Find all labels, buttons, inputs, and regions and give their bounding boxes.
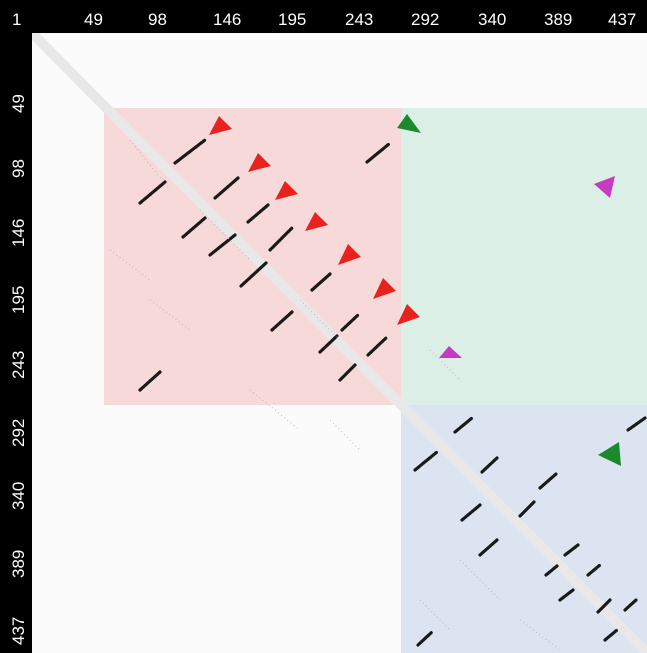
contact-streak — [181, 216, 207, 239]
red-markers — [209, 116, 420, 325]
contact-streak — [544, 564, 559, 577]
x-tick-label: 292 — [411, 10, 439, 29]
faint-contact — [149, 299, 191, 331]
x-tick-label: 389 — [544, 10, 572, 29]
green-arrowhead-marker — [598, 442, 621, 466]
contact-streak — [478, 538, 499, 557]
contact-streak — [138, 180, 167, 205]
contact-streaks — [109, 138, 647, 651]
x-axis-ticks: 1 49 98 146 195 243 292 340 389 437 — [12, 10, 636, 29]
y-tick-label: 389 — [9, 550, 28, 578]
x-tick-label: 146 — [213, 10, 241, 29]
y-tick-label: 437 — [9, 617, 28, 645]
red-arrowhead-marker — [338, 244, 361, 265]
contact-streak — [558, 588, 575, 602]
contact-streak — [460, 503, 482, 522]
red-arrowhead-marker — [397, 304, 420, 325]
x-tick-label: 437 — [608, 10, 636, 29]
left-axis-bar — [0, 0, 32, 653]
x-tick-label: 49 — [84, 10, 103, 29]
contact-streak — [270, 310, 294, 332]
y-axis-ticks: 49 98 146 195 243 292 340 389 437 — [9, 94, 28, 645]
faint-contact — [249, 389, 301, 431]
x-tick-label: 1 — [12, 10, 21, 29]
contact-streak — [239, 261, 268, 288]
x-tick-label: 195 — [278, 10, 306, 29]
green-arrowhead-marker — [397, 114, 421, 133]
y-tick-label: 98 — [9, 159, 28, 178]
y-tick-label: 49 — [9, 94, 28, 113]
magenta-markers — [439, 176, 615, 358]
x-tick-label: 98 — [148, 10, 167, 29]
top-axis-bar — [0, 0, 647, 33]
magenta-arrowhead-marker — [439, 346, 462, 358]
red-arrowhead-marker — [373, 278, 396, 299]
contact-streak — [268, 226, 294, 252]
red-arrowhead-marker — [305, 212, 328, 231]
contact-streak — [213, 176, 240, 200]
y-tick-label: 292 — [9, 419, 28, 447]
contact-streak — [480, 456, 499, 474]
y-tick-label: 243 — [9, 351, 28, 379]
contact-streak — [365, 142, 391, 164]
magenta-arrowhead-marker — [594, 176, 615, 198]
red-arrowhead-marker — [275, 181, 298, 200]
y-tick-label: 195 — [9, 286, 28, 314]
contact-streak — [208, 233, 237, 257]
red-arrowhead-marker — [248, 153, 271, 172]
red-arrowhead-marker — [209, 116, 232, 135]
contact-streak — [453, 416, 474, 434]
contact-streak — [596, 598, 612, 614]
contact-streak — [518, 500, 536, 518]
main-diagonal — [28, 29, 647, 653]
faint-contact — [459, 559, 501, 601]
contact-streak — [338, 363, 357, 382]
contact-streak — [138, 370, 162, 392]
faint-contact — [109, 249, 151, 281]
faint-contact — [299, 299, 341, 341]
faint-contact — [129, 139, 171, 191]
contact-streak — [586, 563, 602, 577]
y-tick-label: 146 — [9, 219, 28, 247]
contact-streak — [416, 630, 434, 647]
contact-streak — [173, 138, 207, 165]
contact-streak — [366, 336, 388, 357]
contact-streak — [413, 450, 439, 472]
contact-streak — [603, 628, 619, 642]
x-tick-label: 340 — [478, 10, 506, 29]
y-tick-label: 340 — [9, 482, 28, 510]
contact-streak — [318, 334, 339, 354]
inter-domain-block — [401, 108, 647, 405]
contact-streak — [340, 313, 360, 332]
contact-streak — [246, 203, 270, 224]
contact-streak — [626, 416, 647, 432]
contact-streak — [563, 543, 580, 557]
contact-streak — [538, 472, 558, 490]
green-markers — [397, 114, 621, 466]
x-tick-label: 243 — [345, 10, 373, 29]
contact-streak — [623, 598, 638, 612]
contact-streak — [310, 272, 332, 292]
faint-contact — [519, 619, 561, 651]
